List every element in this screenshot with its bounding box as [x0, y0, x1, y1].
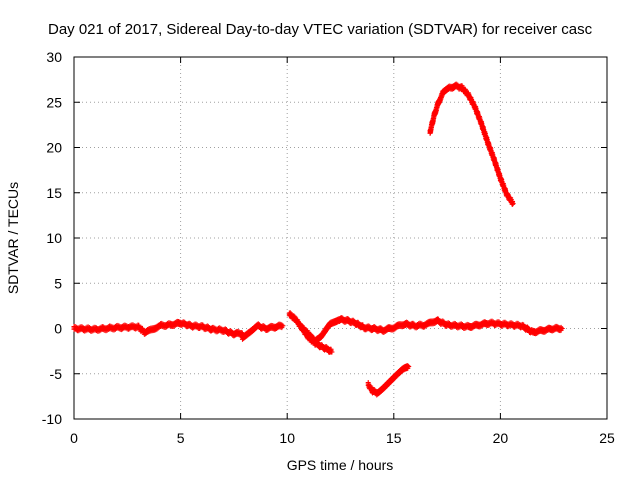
series-segment-6: [427, 81, 516, 207]
y-tick-label: 30: [46, 49, 62, 65]
y-axis-label: SDTVAR / TECUs: [5, 182, 21, 294]
y-tick-label: 20: [46, 140, 62, 156]
y-tick-label: 25: [46, 94, 62, 110]
data-point: [406, 364, 412, 370]
data-points: [71, 81, 565, 398]
grid-lines: [74, 57, 607, 419]
x-tick-label: 10: [279, 430, 295, 446]
y-tick-label: 0: [54, 321, 62, 337]
y-tick-label: 5: [54, 275, 62, 291]
x-tick-label: 0: [70, 430, 78, 446]
x-tick-label: 25: [599, 430, 615, 446]
data-point: [510, 201, 516, 207]
series-segment-4: [297, 315, 565, 345]
y-tick-label: -10: [42, 411, 62, 427]
x-tick-label: 20: [493, 430, 509, 446]
x-tick-label: 5: [177, 430, 185, 446]
data-point: [280, 323, 286, 329]
y-tick-label: -5: [50, 366, 63, 382]
data-point: [329, 349, 335, 355]
x-axis-label: GPS time / hours: [287, 457, 394, 473]
chart-title: Day 021 of 2017, Sidereal Day-to-day VTE…: [48, 21, 593, 38]
data-point: [559, 326, 565, 331]
axis-ticks: 0 5 10 15 20 25 -10 -5 0 5 10 15 20 25 30: [42, 49, 615, 446]
y-tick-label: 15: [46, 185, 62, 201]
series-segment-2: [239, 321, 286, 342]
series-segment-5: [365, 363, 412, 398]
x-tick-label: 15: [386, 430, 402, 446]
data-point: [510, 201, 516, 207]
y-tick-label: 10: [46, 230, 62, 246]
series-segment-1: [71, 318, 245, 339]
